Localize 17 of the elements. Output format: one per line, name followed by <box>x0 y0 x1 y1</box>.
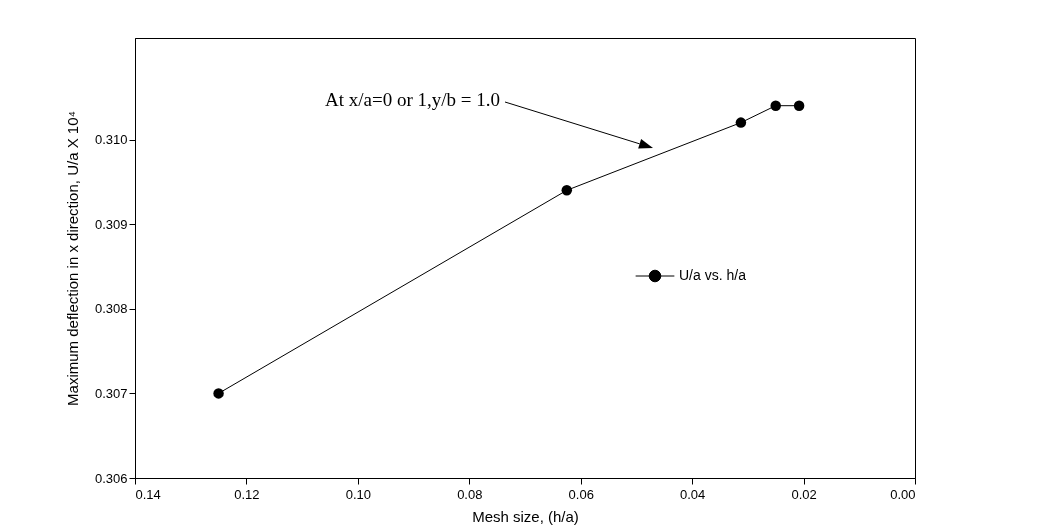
x-tick-label: 0.10 <box>345 486 372 502</box>
x-tick-label: 0.14 <box>135 486 161 502</box>
x-tick-label: 0.00 <box>890 486 916 502</box>
x-tick-label: 0.04 <box>679 486 706 502</box>
y-tick-label: 0.310 <box>94 132 128 148</box>
x-axis-title: Mesh size, (h/a) <box>472 507 579 525</box>
x-tick-label: 0.08 <box>457 486 483 502</box>
y-tick-label: 0.308 <box>94 301 128 317</box>
y-tick-label: 0.306 <box>94 470 128 486</box>
x-tick-label: 0.06 <box>568 486 594 502</box>
x-tick-label: 0.12 <box>234 486 260 502</box>
y-tick-label: 0.307 <box>94 385 128 401</box>
y-tick-label: 0.309 <box>94 216 128 232</box>
legend-label: U/a vs. h/a <box>679 267 747 283</box>
x-tick-label: 0.02 <box>791 486 817 502</box>
annotation: At x/a=0 or 1,y/b = 1.0 <box>325 89 500 110</box>
y-axis-title: Maximum deflection in x direction, U/a X 10⁴ <box>63 111 81 406</box>
